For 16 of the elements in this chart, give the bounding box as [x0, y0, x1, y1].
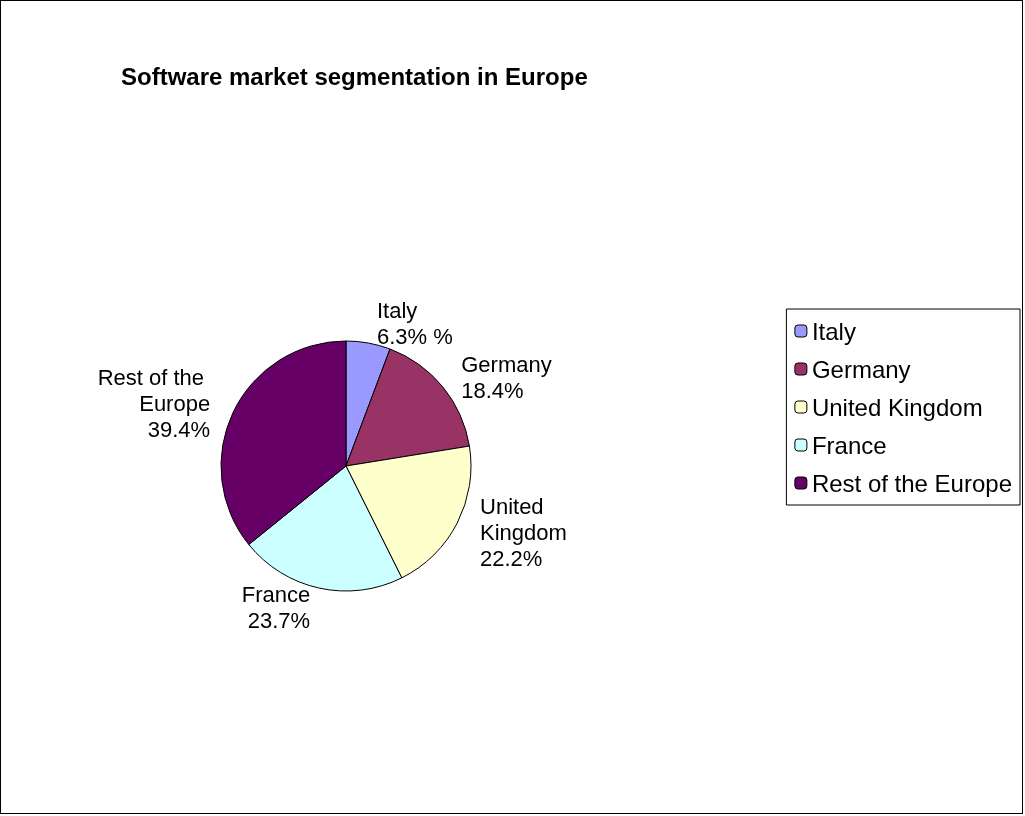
legend-label: Italy: [811, 317, 856, 345]
chart-title: Software market segmentation in Europe: [121, 62, 588, 90]
legend-label: Rest of the Europe: [811, 469, 1012, 497]
slice-label: United Kingdom: [480, 493, 567, 545]
data-label: 23.7%: [247, 608, 311, 634]
slice-label: Italy: [376, 297, 418, 323]
data-label: 6.3% %: [376, 323, 453, 349]
slice-label: Rest of the Europe: [97, 365, 211, 417]
legend-label: Germany: [811, 355, 911, 383]
legend-label: France: [811, 431, 887, 459]
legend-label: United Kingdom: [811, 393, 983, 421]
slice-label: Germany: [461, 351, 552, 377]
data-label: 39.4%: [147, 417, 211, 443]
data-label: 18.4%: [461, 377, 524, 403]
slice-label: France: [241, 582, 311, 608]
data-label: 22.2%: [480, 545, 543, 571]
